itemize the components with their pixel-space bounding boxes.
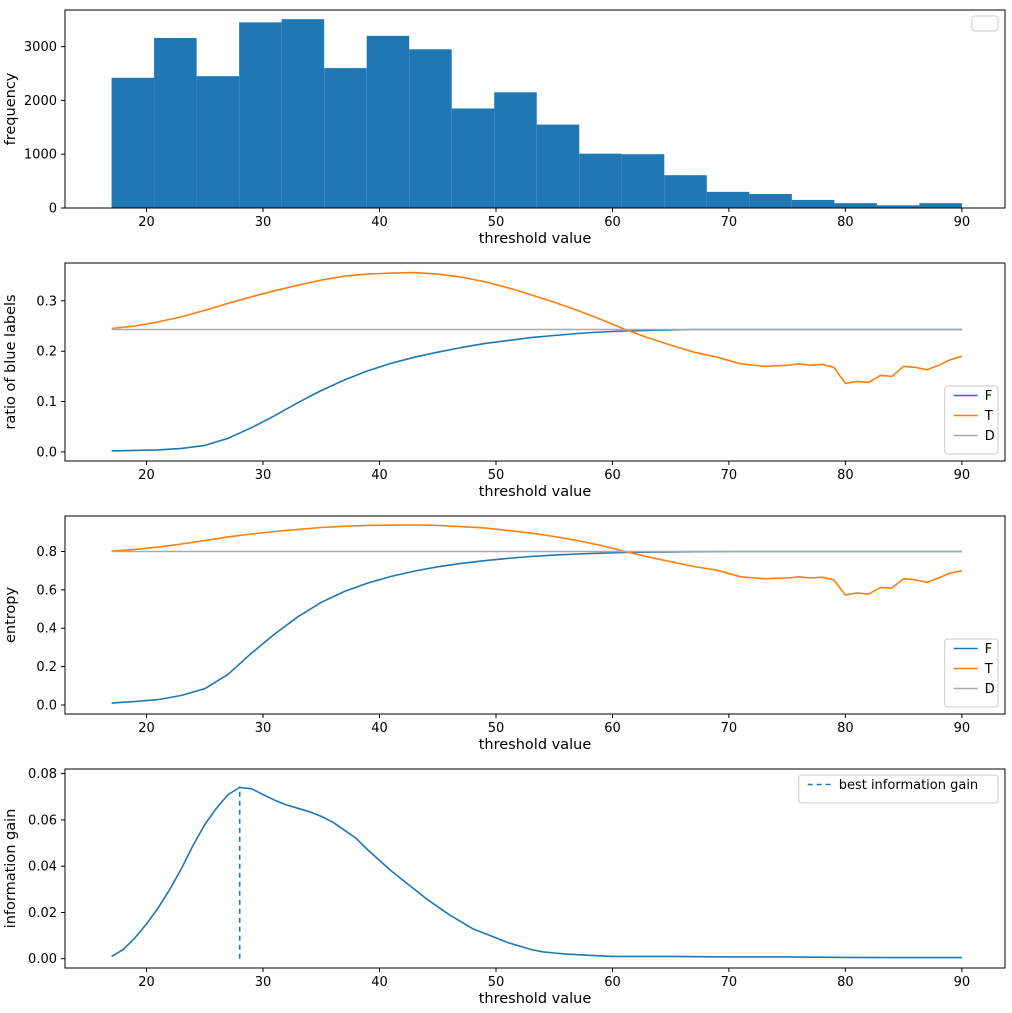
svg-text:90: 90 bbox=[954, 215, 971, 230]
svg-text:threshold value: threshold value bbox=[479, 737, 592, 753]
svg-text:60: 60 bbox=[604, 468, 621, 483]
svg-text:0.8: 0.8 bbox=[36, 545, 57, 560]
svg-text:50: 50 bbox=[488, 215, 505, 230]
svg-text:20: 20 bbox=[138, 468, 155, 483]
svg-text:0.1: 0.1 bbox=[36, 395, 57, 410]
svg-text:50: 50 bbox=[488, 468, 505, 483]
svg-text:3000: 3000 bbox=[24, 40, 57, 55]
svg-text:30: 30 bbox=[255, 721, 272, 736]
svg-text:30: 30 bbox=[255, 468, 272, 483]
svg-text:information gain: information gain bbox=[3, 809, 19, 929]
svg-text:80: 80 bbox=[837, 721, 854, 736]
svg-text:90: 90 bbox=[954, 975, 971, 990]
svg-text:70: 70 bbox=[721, 721, 738, 736]
svg-text:0.3: 0.3 bbox=[36, 294, 57, 309]
svg-text:threshold value: threshold value bbox=[479, 484, 592, 500]
svg-text:20: 20 bbox=[138, 975, 155, 990]
information-gain-chart: 20 30 40 50 60 70 80 90 0.00 0.02 0.04 0.06 0.08 thre… bbox=[3, 767, 1006, 1007]
svg-text:0: 0 bbox=[49, 202, 57, 217]
svg-text:70: 70 bbox=[721, 468, 738, 483]
svg-text:90: 90 bbox=[954, 468, 971, 483]
svg-text:T: T bbox=[984, 662, 993, 677]
svg-text:30: 30 bbox=[255, 975, 272, 990]
svg-text:0.06: 0.06 bbox=[28, 813, 57, 828]
svg-text:60: 60 bbox=[604, 215, 621, 230]
svg-text:70: 70 bbox=[721, 215, 738, 230]
entropy-chart: 20 30 40 50 60 70 80 90 0.0 0.2 0.4 0.6 0.8 threshold… bbox=[3, 515, 1006, 753]
svg-text:30: 30 bbox=[255, 215, 272, 230]
svg-text:D: D bbox=[985, 429, 995, 444]
svg-text:0.2: 0.2 bbox=[36, 345, 57, 360]
svg-text:entropy: entropy bbox=[3, 587, 19, 644]
svg-text:50: 50 bbox=[488, 721, 505, 736]
svg-text:threshold value: threshold value bbox=[479, 991, 592, 1007]
svg-text:0.0: 0.0 bbox=[36, 699, 57, 714]
svg-text:80: 80 bbox=[837, 975, 854, 990]
svg-text:80: 80 bbox=[837, 215, 854, 230]
svg-text:1000: 1000 bbox=[24, 148, 57, 163]
svg-text:70: 70 bbox=[721, 975, 738, 990]
svg-text:threshold value: threshold value bbox=[479, 231, 592, 247]
svg-text:0.04: 0.04 bbox=[28, 860, 57, 875]
svg-text:F: F bbox=[985, 389, 992, 404]
svg-text:60: 60 bbox=[604, 975, 621, 990]
svg-text:90: 90 bbox=[954, 721, 971, 736]
svg-text:ratio of blue labels: ratio of blue labels bbox=[3, 294, 19, 429]
svg-text:T: T bbox=[984, 409, 993, 424]
ratio-of-blue-labels-chart: 20 30 40 50 60 70 80 90 0.0 0.1 0.2 0.3 threshold va… bbox=[3, 262, 1006, 500]
svg-text:0.00: 0.00 bbox=[28, 952, 57, 967]
svg-text:40: 40 bbox=[371, 721, 388, 736]
frequency-histogram-chart: 20 30 40 50 60 70 80 90 0 1000 2000 3000 threshold v… bbox=[3, 9, 1006, 247]
svg-text:40: 40 bbox=[371, 975, 388, 990]
svg-text:20: 20 bbox=[138, 215, 155, 230]
svg-text:0.2: 0.2 bbox=[36, 660, 57, 675]
svg-text:D: D bbox=[985, 682, 995, 697]
svg-text:0.02: 0.02 bbox=[28, 906, 57, 921]
svg-text:0.0: 0.0 bbox=[36, 445, 57, 460]
svg-text:50: 50 bbox=[488, 975, 505, 990]
svg-text:20: 20 bbox=[138, 721, 155, 736]
svg-text:60: 60 bbox=[604, 721, 621, 736]
svg-text:0.08: 0.08 bbox=[28, 767, 57, 782]
svg-text:0.6: 0.6 bbox=[36, 583, 57, 598]
svg-text:40: 40 bbox=[371, 215, 388, 230]
svg-text:frequency: frequency bbox=[3, 72, 19, 145]
svg-text:2000: 2000 bbox=[24, 94, 57, 109]
svg-text:80: 80 bbox=[837, 468, 854, 483]
svg-text:40: 40 bbox=[371, 468, 388, 483]
svg-text:0.4: 0.4 bbox=[36, 622, 57, 637]
svg-text:best information gain: best information gain bbox=[839, 778, 978, 793]
svg-text:F: F bbox=[985, 642, 992, 657]
